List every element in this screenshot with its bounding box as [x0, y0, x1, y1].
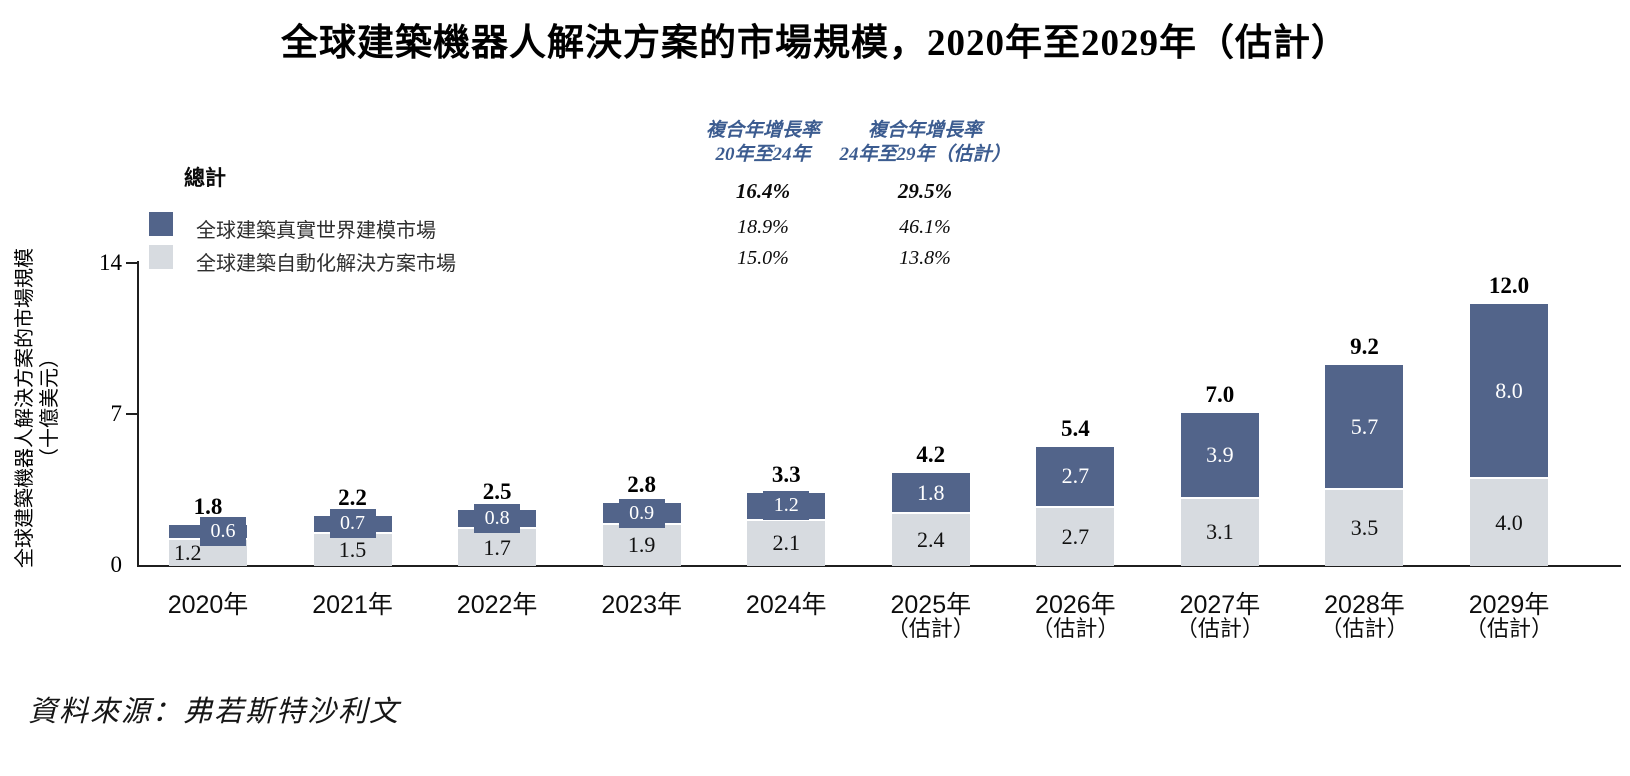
- bar-total-label: 9.2: [1350, 333, 1379, 359]
- bar-segment-modeling: [169, 525, 247, 539]
- segment-value-badge: 0.6: [200, 517, 246, 547]
- segment-value-badge: 1.2: [763, 491, 810, 521]
- segment-value-badge: 0.7: [329, 509, 376, 539]
- segment-value-label: 8.0: [1495, 377, 1523, 403]
- legend-swatch-modeling: [149, 212, 173, 236]
- x-axis-estimate-label: （估計）: [1320, 616, 1409, 641]
- bar-segment-automation: 1.5: [313, 533, 392, 566]
- cagr-modeling-20-24: 18.9%: [737, 216, 789, 238]
- bar-total-label: 2.5: [482, 478, 512, 504]
- bar-total-label: 2.2: [338, 485, 367, 511]
- x-axis-estimate-label: （估計）: [1175, 616, 1264, 641]
- x-axis-label: 2025年: [890, 591, 972, 619]
- bar-segment-modeling: 3.9: [1180, 412, 1259, 497]
- bar-segment-modeling: [458, 509, 537, 528]
- cagr-header-2024-2029: 複合年增長率 24年至29年（估計）: [790, 119, 1060, 167]
- y-tick-label-7: 7: [110, 401, 123, 426]
- bar-segment-modeling: 5.7: [1325, 364, 1404, 489]
- segment-value-label: 3.1: [1206, 519, 1234, 545]
- x-axis-label: 2022年: [456, 591, 538, 619]
- cagr-header-line2: 24年至29年（估計）: [839, 144, 1011, 165]
- y-tick-label-14: 14: [99, 250, 122, 275]
- bar-segment-automation: 1.9: [602, 524, 681, 566]
- x-axis-line: [137, 565, 1621, 567]
- segment-value-label: 2.7: [1061, 523, 1090, 549]
- bar-segment-automation: 2.1: [747, 520, 826, 566]
- segment-value-badge: 0.9: [618, 498, 665, 528]
- cagr-total-24-29: 29.5%: [897, 179, 953, 203]
- x-axis-estimate-label: （估計）: [1465, 616, 1554, 641]
- bar-segment-modeling: 1.8: [891, 473, 970, 513]
- cagr-modeling-24-29: 46.1%: [899, 216, 951, 238]
- x-axis-label: 2020年: [167, 591, 249, 619]
- bar-segment-modeling: [747, 492, 826, 519]
- cagr-header-line1: 複合年增長率: [867, 120, 982, 141]
- segment-value-label: 2.4: [917, 527, 945, 553]
- chart-title: 全球建築機器人解決方案的市場規模，2020年至2029年（估計）: [281, 23, 1349, 64]
- bar-segment-modeling: [602, 503, 681, 523]
- bar-total-label: 2.8: [627, 472, 657, 498]
- x-axis-estimate-label: （估計）: [886, 616, 975, 641]
- bar-total-label: 1.8: [193, 494, 223, 520]
- y-tick-label-0: 0: [110, 552, 123, 577]
- y-axis-title: 全球建築機器人解決方案的市場規模 （十億美元）: [13, 228, 63, 588]
- cagr-header-line1: 複合年增長率: [705, 120, 820, 141]
- x-axis-label: 2023年: [601, 591, 682, 619]
- bar-segment-automation: 2.7: [1036, 507, 1115, 566]
- cagr-header-line2: 20年至24年: [715, 144, 811, 165]
- x-axis-label: 2028年: [1324, 591, 1405, 619]
- y-tick-mark-7: [126, 413, 138, 415]
- legend-swatch-automation: [149, 245, 173, 269]
- segment-value-label: 4.0: [1495, 509, 1523, 535]
- bar-segment-automation: 4.0: [1470, 479, 1549, 566]
- segment-value-badge: 0.8: [474, 504, 521, 534]
- x-axis-estimate-label: （估計）: [1031, 616, 1120, 641]
- bar-segment-automation: 1.2: [169, 540, 247, 566]
- segment-value-label: 1.8: [917, 479, 945, 505]
- bar-total-label: 5.4: [1060, 416, 1090, 442]
- y-tick-mark-14: [126, 262, 138, 264]
- bar-segment-automation: 3.5: [1325, 490, 1404, 566]
- segment-value-label: 1.9: [627, 532, 656, 558]
- segment-value-label: 2.7: [1061, 463, 1090, 489]
- y-axis-line: [137, 261, 139, 567]
- segment-value-label: 3.9: [1206, 441, 1234, 467]
- legend-total-label: 總計: [184, 167, 226, 190]
- segment-value-label: 1.7: [483, 534, 511, 560]
- legend-label-automation: 全球建築自動化解決方案市場: [196, 253, 456, 275]
- bar-total-label: 4.2: [916, 442, 946, 468]
- legend-label-modeling: 全球建築真實世界建模市場: [196, 220, 436, 242]
- segment-value-label: 2.1: [772, 530, 800, 556]
- segment-value-label: 1.2: [174, 540, 202, 565]
- y-axis-title-line1: 全球建築機器人解決方案的市場規模: [14, 248, 36, 568]
- bar-segment-automation: 2.4: [891, 514, 970, 566]
- bar-total-label: 7.0: [1205, 381, 1235, 407]
- x-axis-label: 2024年: [745, 591, 827, 619]
- bar-segment-modeling: 2.7: [1036, 447, 1115, 506]
- segment-value-label: 3.5: [1350, 515, 1379, 541]
- cagr-total-20-24: 16.4%: [735, 179, 791, 203]
- cagr-automation-24-29: 13.8%: [899, 247, 951, 269]
- segment-value-label: 5.7: [1350, 413, 1379, 439]
- bar-total-label: 12.0: [1488, 273, 1530, 299]
- x-axis-label: 2021年: [312, 591, 393, 619]
- cagr-header-2020-2024: 複合年增長率 20年至24年: [648, 119, 878, 167]
- source-note: 資料來源：弗若斯特沙利文: [28, 696, 401, 728]
- bar-total-label: 3.3: [771, 461, 801, 487]
- bar-segment-automation: 1.7: [458, 529, 537, 566]
- y-axis-title-line2: （十億美元）: [39, 348, 61, 468]
- segment-value-label: 1.5: [338, 536, 367, 562]
- bar-segment-modeling: 8.0: [1470, 304, 1549, 478]
- cagr-automation-20-24: 15.0%: [737, 247, 789, 269]
- x-axis-label: 2029年: [1468, 591, 1550, 619]
- x-axis-label: 2026年: [1035, 591, 1116, 619]
- x-axis-label: 2027年: [1179, 591, 1261, 619]
- bar-segment-modeling: [313, 516, 392, 532]
- bar-segment-automation: 3.1: [1180, 498, 1259, 566]
